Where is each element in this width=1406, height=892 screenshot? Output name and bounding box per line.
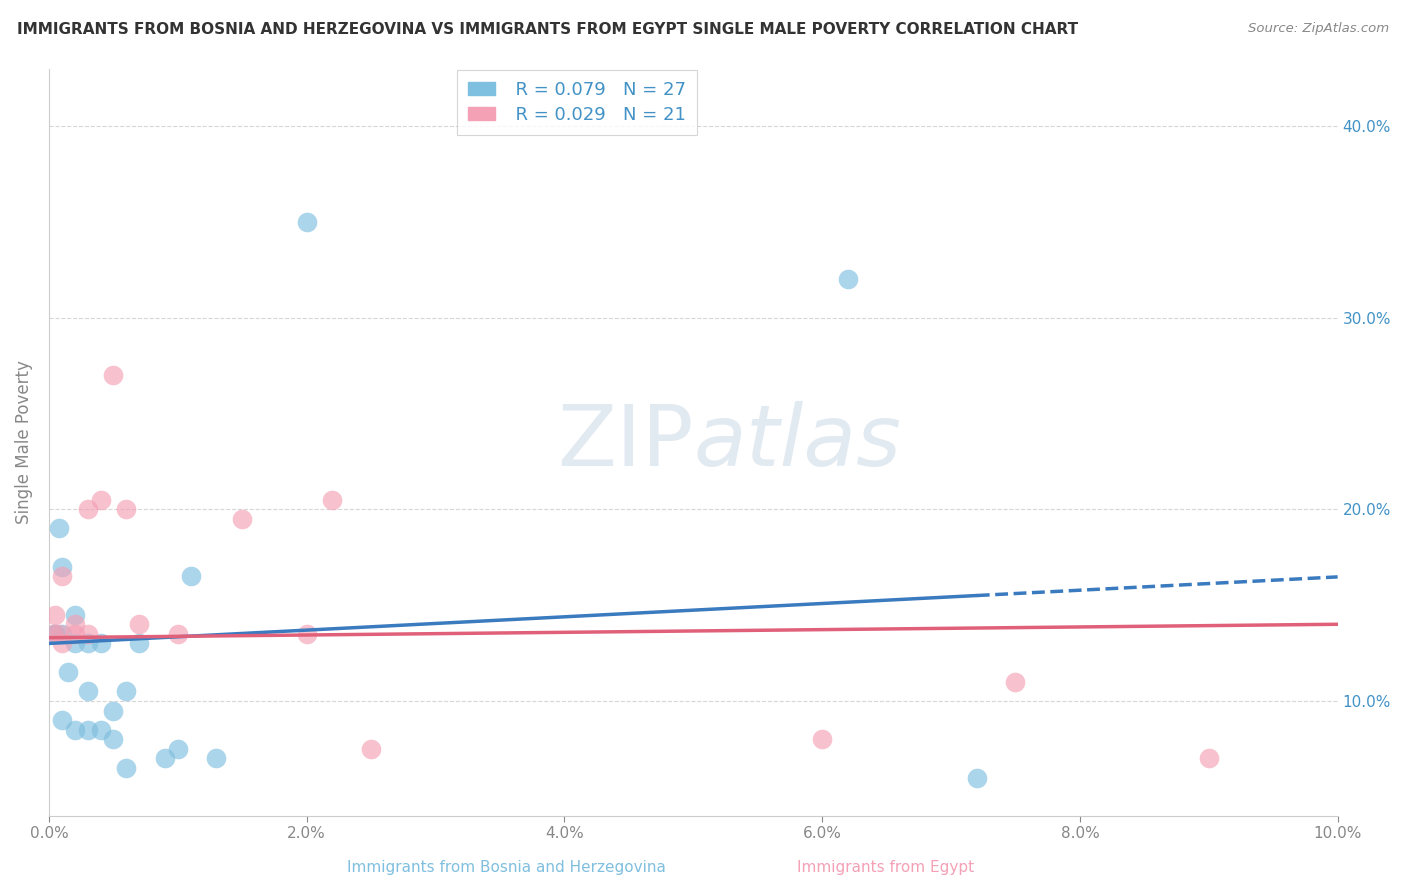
Point	[89, 492, 111, 507]
Point	[103, 732, 125, 747]
Text: Source: ZipAtlas.com: Source: ZipAtlas.com	[1249, 22, 1389, 36]
Point	[51, 569, 73, 583]
Point	[1004, 674, 1026, 689]
Point	[1198, 751, 1220, 765]
Point	[295, 215, 318, 229]
Point	[89, 636, 111, 650]
Point	[115, 684, 138, 698]
Point	[321, 492, 343, 507]
Point	[44, 607, 66, 622]
Point	[837, 272, 859, 286]
Point	[103, 704, 125, 718]
Point	[115, 761, 138, 775]
Point	[63, 617, 86, 632]
Text: ZIP: ZIP	[557, 401, 693, 483]
Text: atlas: atlas	[693, 401, 901, 483]
Point	[360, 741, 382, 756]
Point	[166, 627, 188, 641]
Point	[128, 636, 150, 650]
Text: Immigrants from Egypt: Immigrants from Egypt	[797, 861, 974, 875]
Point	[966, 771, 988, 785]
Point	[128, 617, 150, 632]
Point	[63, 607, 86, 622]
Point	[58, 665, 80, 680]
Point	[51, 559, 73, 574]
Text: Immigrants from Bosnia and Herzegovina: Immigrants from Bosnia and Herzegovina	[347, 861, 665, 875]
Point	[153, 751, 176, 765]
Point	[63, 723, 86, 737]
Point	[76, 627, 98, 641]
Text: IMMIGRANTS FROM BOSNIA AND HERZEGOVINA VS IMMIGRANTS FROM EGYPT SINGLE MALE POVE: IMMIGRANTS FROM BOSNIA AND HERZEGOVINA V…	[17, 22, 1078, 37]
Point	[205, 751, 228, 765]
Point	[51, 627, 73, 641]
Point	[89, 723, 111, 737]
Point	[44, 627, 66, 641]
Point	[115, 502, 138, 516]
Point	[76, 636, 98, 650]
Point	[42, 627, 65, 641]
Point	[811, 732, 834, 747]
Point	[180, 569, 202, 583]
Point	[76, 684, 98, 698]
Legend:   R = 0.079   N = 27,   R = 0.029   N = 21: R = 0.079 N = 27, R = 0.029 N = 21	[457, 70, 697, 135]
Point	[48, 521, 70, 535]
Point	[166, 741, 188, 756]
Point	[51, 636, 73, 650]
Point	[48, 627, 70, 641]
Point	[231, 512, 253, 526]
Point	[63, 636, 86, 650]
Point	[295, 627, 318, 641]
Y-axis label: Single Male Poverty: Single Male Poverty	[15, 360, 32, 524]
Point	[63, 627, 86, 641]
Point	[76, 502, 98, 516]
Point	[51, 713, 73, 727]
Point	[103, 368, 125, 383]
Point	[76, 723, 98, 737]
Point	[44, 627, 66, 641]
